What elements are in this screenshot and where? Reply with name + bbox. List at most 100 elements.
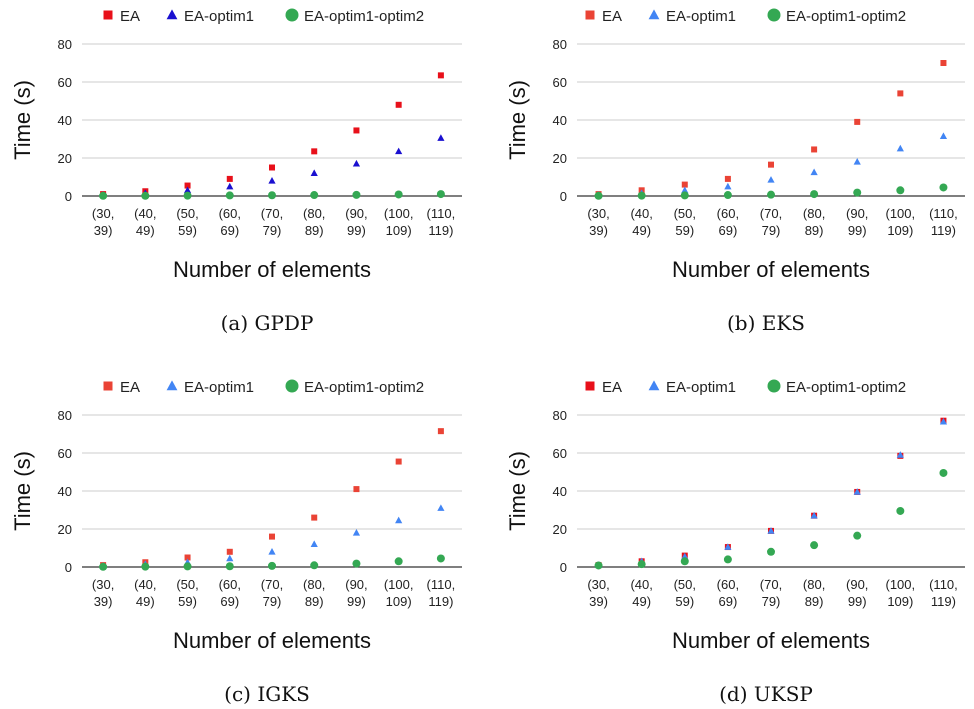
series-ea-optim1-optim2 [99, 190, 445, 200]
data-point [184, 182, 191, 189]
y-tick-label: 80 [553, 37, 567, 52]
data-point [767, 176, 775, 183]
data-point [268, 177, 276, 184]
legend-label: EA [602, 379, 622, 396]
x-tick-label: (60, 69) [717, 577, 739, 609]
data-point [637, 560, 646, 569]
data-point [225, 191, 234, 200]
y-tick-label: 40 [553, 484, 567, 499]
series-ea [100, 428, 444, 569]
x-axis-label: Number of elements [173, 257, 371, 282]
data-point [594, 191, 603, 200]
legend-marker-circle [767, 379, 781, 393]
chart-panel-b: 0 20 40 60 80 (30, 39) (40, 49) (50, 59) (60, 69) (70… [505, 8, 965, 335]
legend: EA EA-optim1 EA-optim1-optim2 [585, 379, 906, 396]
data-point [853, 188, 862, 197]
y-tick-label: 60 [58, 75, 72, 90]
x-tick-label: (80, 89) [303, 577, 325, 609]
chart-panel-a: 0 20 40 60 80 (30, 39) (40, 49) (50, 59) (60, 69) (70… [10, 8, 462, 335]
data-point [896, 451, 904, 458]
legend-label: EA-optim1-optim2 [304, 379, 424, 396]
legend-label: EA [120, 8, 140, 25]
y-tick-label: 60 [553, 446, 567, 461]
data-point [853, 488, 861, 495]
data-point [436, 190, 445, 199]
x-axis-label: Number of elements [672, 628, 870, 653]
data-point [767, 190, 775, 199]
data-point [268, 548, 276, 555]
data-point [437, 134, 445, 141]
data-point [637, 191, 646, 200]
data-point [897, 90, 904, 97]
x-tick-label: (90, 99) [846, 577, 868, 609]
data-point [352, 190, 361, 199]
data-point [395, 101, 402, 108]
x-tick-label: (110, 119) [427, 206, 456, 238]
legend-label: EA-optim1 [666, 8, 736, 25]
y-tick-label: 80 [58, 408, 72, 423]
data-point [268, 191, 276, 200]
legend-marker-triangle [648, 9, 660, 20]
data-point [680, 557, 689, 566]
data-point [896, 506, 905, 515]
data-point [896, 144, 904, 152]
data-point [810, 541, 819, 550]
y-tick-label: 0 [65, 560, 72, 575]
panel-caption: (c) IGKS [224, 682, 310, 706]
data-point [767, 547, 775, 556]
series-ea-optim1 [594, 417, 948, 568]
panel-caption: (d) UKSP [719, 682, 813, 706]
x-tick-label: (90, 99) [345, 577, 367, 609]
y-tick-label: 40 [553, 113, 567, 128]
data-point [226, 175, 233, 182]
y-tick-label: 20 [553, 522, 567, 537]
series-ea [595, 417, 947, 569]
data-point [269, 164, 275, 171]
data-point [141, 191, 150, 200]
y-tick-label: 80 [553, 408, 567, 423]
data-point [225, 562, 234, 571]
data-point [353, 486, 360, 493]
data-point [436, 554, 445, 563]
y-tick-label: 0 [65, 189, 72, 204]
data-point [352, 159, 361, 167]
x-axis-label: Number of elements [672, 257, 870, 282]
legend-marker-triangle [648, 380, 660, 391]
legend-label: EA [602, 8, 622, 25]
y-tick-label: 20 [553, 151, 567, 166]
data-point [594, 561, 603, 570]
legend-marker-triangle [166, 380, 178, 391]
data-point [310, 169, 318, 177]
data-point [939, 132, 948, 139]
panel-caption: (b) EKS [727, 311, 805, 335]
data-point [680, 191, 689, 200]
x-tick-label: (100, 109) [886, 206, 916, 238]
y-tick-label: 40 [58, 484, 72, 499]
x-tick-label: (50, 59) [674, 577, 696, 609]
data-point [940, 60, 947, 66]
x-tick-label: (30, 39) [587, 206, 609, 238]
data-point [437, 428, 444, 435]
data-point [311, 514, 318, 521]
x-tick-label: (90, 99) [846, 206, 868, 238]
data-point [811, 146, 818, 153]
y-tick-label: 20 [58, 522, 72, 537]
y-axis-label: Time (s) [505, 80, 530, 160]
legend: EA EA-optim1 EA-optim1-optim2 [103, 8, 424, 25]
data-point [141, 562, 150, 571]
data-point [939, 183, 948, 192]
x-tick-label: (50, 59) [176, 577, 198, 609]
series-ea-optim1-optim2 [594, 183, 948, 200]
panel-caption: (a) GPDP [221, 311, 314, 335]
x-tick-label: (40, 49) [630, 206, 652, 238]
series-ea-optim1-optim2 [594, 468, 948, 570]
legend-label: EA [120, 379, 140, 396]
data-point [395, 458, 402, 465]
x-tick-label: (40, 49) [630, 577, 652, 609]
data-point [99, 562, 108, 571]
x-tick-label: (80, 89) [303, 206, 325, 238]
data-point [681, 186, 689, 194]
x-tick-label: (110, 119) [929, 577, 958, 609]
x-tick-label: (30, 39) [92, 577, 114, 609]
legend-label: EA-optim1-optim2 [786, 379, 906, 396]
